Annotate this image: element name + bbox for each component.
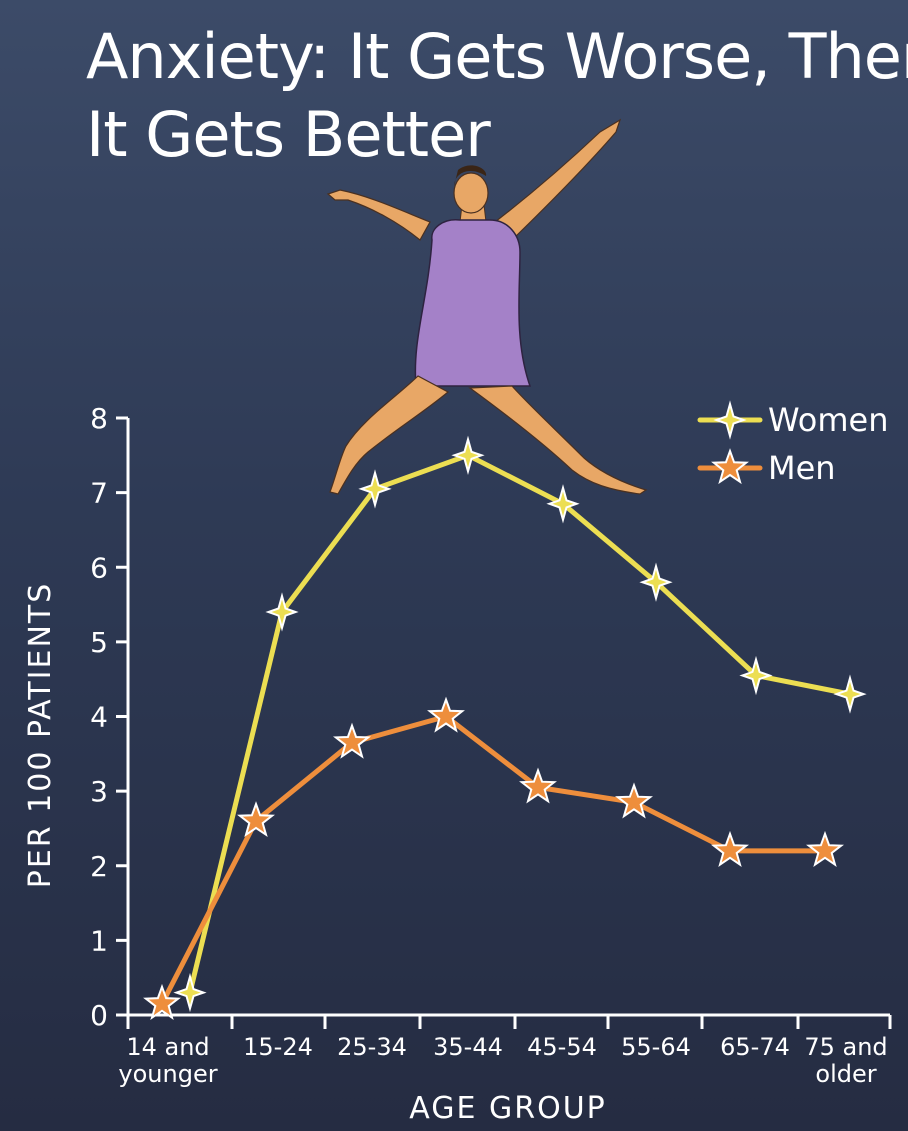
- x-axis-label: AGE GROUP: [409, 1091, 607, 1126]
- data-point-men: [806, 830, 844, 867]
- data-point-women: [739, 655, 773, 696]
- data-point-women: [265, 592, 299, 632]
- data-point-men: [615, 782, 653, 819]
- y-axis-ticks: 0 1 2 3 4 5 6 7 8: [90, 402, 128, 1032]
- y-tick-label: 8: [90, 402, 108, 435]
- x-category-label: 14 and: [126, 1033, 209, 1061]
- x-category-label: 65-74: [720, 1033, 790, 1061]
- y-tick-label: 3: [90, 775, 108, 808]
- x-category-label: younger: [118, 1060, 217, 1088]
- x-category-label: 45-54: [527, 1033, 597, 1061]
- chart-title-line-1: Anxiety: It Gets Worse, Then: [86, 20, 908, 93]
- y-axis-label: PER 100 PATIENTS: [23, 582, 58, 889]
- data-point-women: [639, 562, 673, 602]
- axes: [126, 418, 890, 1017]
- series-line-women: [187, 452, 853, 996]
- y-tick-label: 2: [90, 850, 108, 883]
- data-point-women: [358, 469, 392, 509]
- y-tick-label: 4: [90, 701, 108, 734]
- y-tick-label: 7: [90, 477, 108, 510]
- data-point-men: [711, 830, 749, 867]
- series-men: [143, 696, 844, 1020]
- data-point-women: [833, 674, 867, 714]
- data-point-men: [519, 767, 557, 804]
- legend: Women Men: [697, 400, 888, 487]
- legend-marker-women: [713, 400, 747, 440]
- chart-title: Anxiety: It Gets Worse, Then It Gets Bet…: [86, 18, 908, 174]
- x-category-label: 35-44: [433, 1033, 503, 1061]
- legend-marker-men: [711, 448, 749, 485]
- series-women: [173, 435, 867, 1013]
- y-tick-label: 6: [90, 551, 108, 584]
- x-category-label: 25-34: [337, 1033, 407, 1061]
- chart-title-line-2: It Gets Better: [86, 98, 491, 171]
- x-category-label: 75 and: [804, 1033, 887, 1061]
- series-layer: [143, 435, 867, 1020]
- data-point-men: [143, 983, 181, 1020]
- data-point-men: [237, 801, 275, 838]
- dancing-woman-illustration: [326, 118, 648, 495]
- x-category-label: older: [815, 1060, 876, 1088]
- y-tick-label: 5: [90, 626, 108, 659]
- data-point-men: [333, 722, 371, 759]
- legend-label-men: Men: [768, 449, 836, 487]
- data-point-women: [451, 435, 485, 476]
- x-category-label: 55-64: [621, 1033, 691, 1061]
- y-tick-label: 1: [90, 924, 108, 957]
- x-category-label: 15-24: [243, 1033, 313, 1061]
- series-line-men: [159, 714, 828, 1007]
- y-tick-label: 0: [90, 999, 108, 1032]
- data-point-women: [173, 972, 207, 1013]
- data-point-men: [427, 696, 465, 733]
- data-point-women: [546, 484, 580, 524]
- legend-label-women: Women: [768, 401, 888, 439]
